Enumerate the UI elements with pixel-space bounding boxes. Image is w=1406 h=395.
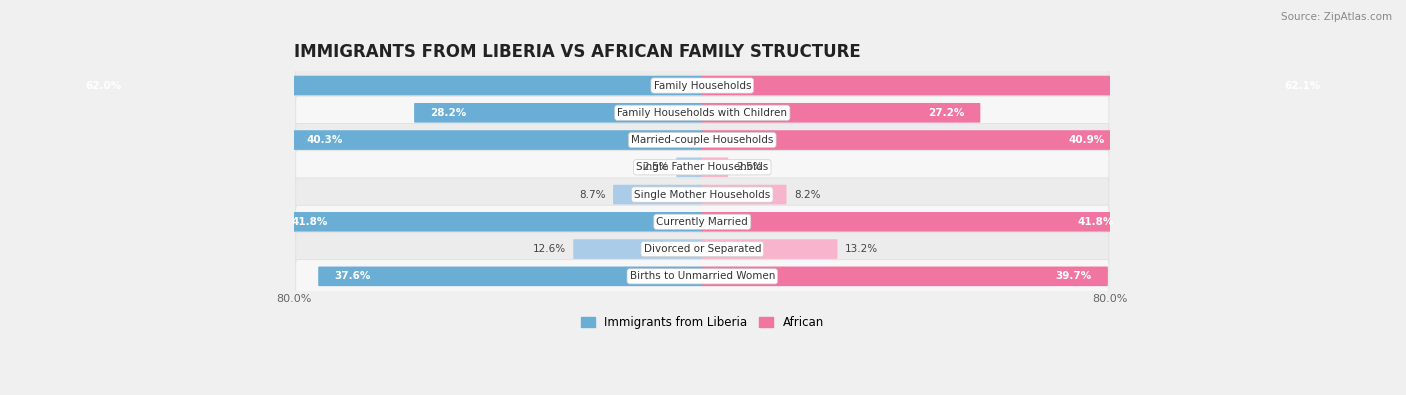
FancyBboxPatch shape [291,130,703,150]
FancyBboxPatch shape [702,185,786,204]
FancyBboxPatch shape [702,76,1336,95]
FancyBboxPatch shape [295,205,1109,239]
Text: Family Households: Family Households [654,81,751,90]
Text: 41.8%: 41.8% [1077,217,1114,227]
FancyBboxPatch shape [69,76,703,95]
Text: 2.5%: 2.5% [735,162,762,172]
Legend: Immigrants from Liberia, African: Immigrants from Liberia, African [576,312,828,334]
FancyBboxPatch shape [276,212,703,231]
Text: 39.7%: 39.7% [1056,271,1092,281]
Text: 41.8%: 41.8% [291,217,328,227]
FancyBboxPatch shape [295,233,1109,266]
Text: IMMIGRANTS FROM LIBERIA VS AFRICAN FAMILY STRUCTURE: IMMIGRANTS FROM LIBERIA VS AFRICAN FAMIL… [294,43,860,61]
FancyBboxPatch shape [295,178,1109,211]
FancyBboxPatch shape [295,123,1109,157]
Text: 2.5%: 2.5% [643,162,669,172]
Text: 28.2%: 28.2% [430,108,467,118]
FancyBboxPatch shape [295,69,1109,102]
FancyBboxPatch shape [702,212,1129,231]
FancyBboxPatch shape [415,103,703,122]
Text: Single Father Households: Single Father Households [636,162,769,172]
Text: Family Households with Children: Family Households with Children [617,108,787,118]
Text: Married-couple Households: Married-couple Households [631,135,773,145]
Text: 62.1%: 62.1% [1284,81,1320,90]
FancyBboxPatch shape [702,267,1108,286]
FancyBboxPatch shape [702,130,1121,150]
FancyBboxPatch shape [574,239,703,259]
Text: 13.2%: 13.2% [845,244,879,254]
Text: Currently Married: Currently Married [657,217,748,227]
Text: 37.6%: 37.6% [335,271,370,281]
FancyBboxPatch shape [676,158,703,177]
Text: Source: ZipAtlas.com: Source: ZipAtlas.com [1281,12,1392,22]
Text: Divorced or Separated: Divorced or Separated [644,244,761,254]
Text: 62.0%: 62.0% [86,81,121,90]
Text: 27.2%: 27.2% [928,108,965,118]
Text: 40.3%: 40.3% [307,135,343,145]
FancyBboxPatch shape [295,150,1109,184]
Text: Births to Unmarried Women: Births to Unmarried Women [630,271,775,281]
Text: Single Mother Households: Single Mother Households [634,190,770,199]
Text: 8.2%: 8.2% [794,190,821,199]
FancyBboxPatch shape [295,96,1109,130]
FancyBboxPatch shape [702,239,838,259]
FancyBboxPatch shape [613,185,703,204]
FancyBboxPatch shape [702,103,980,122]
Text: 40.9%: 40.9% [1069,135,1104,145]
FancyBboxPatch shape [318,267,703,286]
Text: 12.6%: 12.6% [533,244,565,254]
FancyBboxPatch shape [702,158,728,177]
FancyBboxPatch shape [295,260,1109,293]
Text: 8.7%: 8.7% [579,190,606,199]
